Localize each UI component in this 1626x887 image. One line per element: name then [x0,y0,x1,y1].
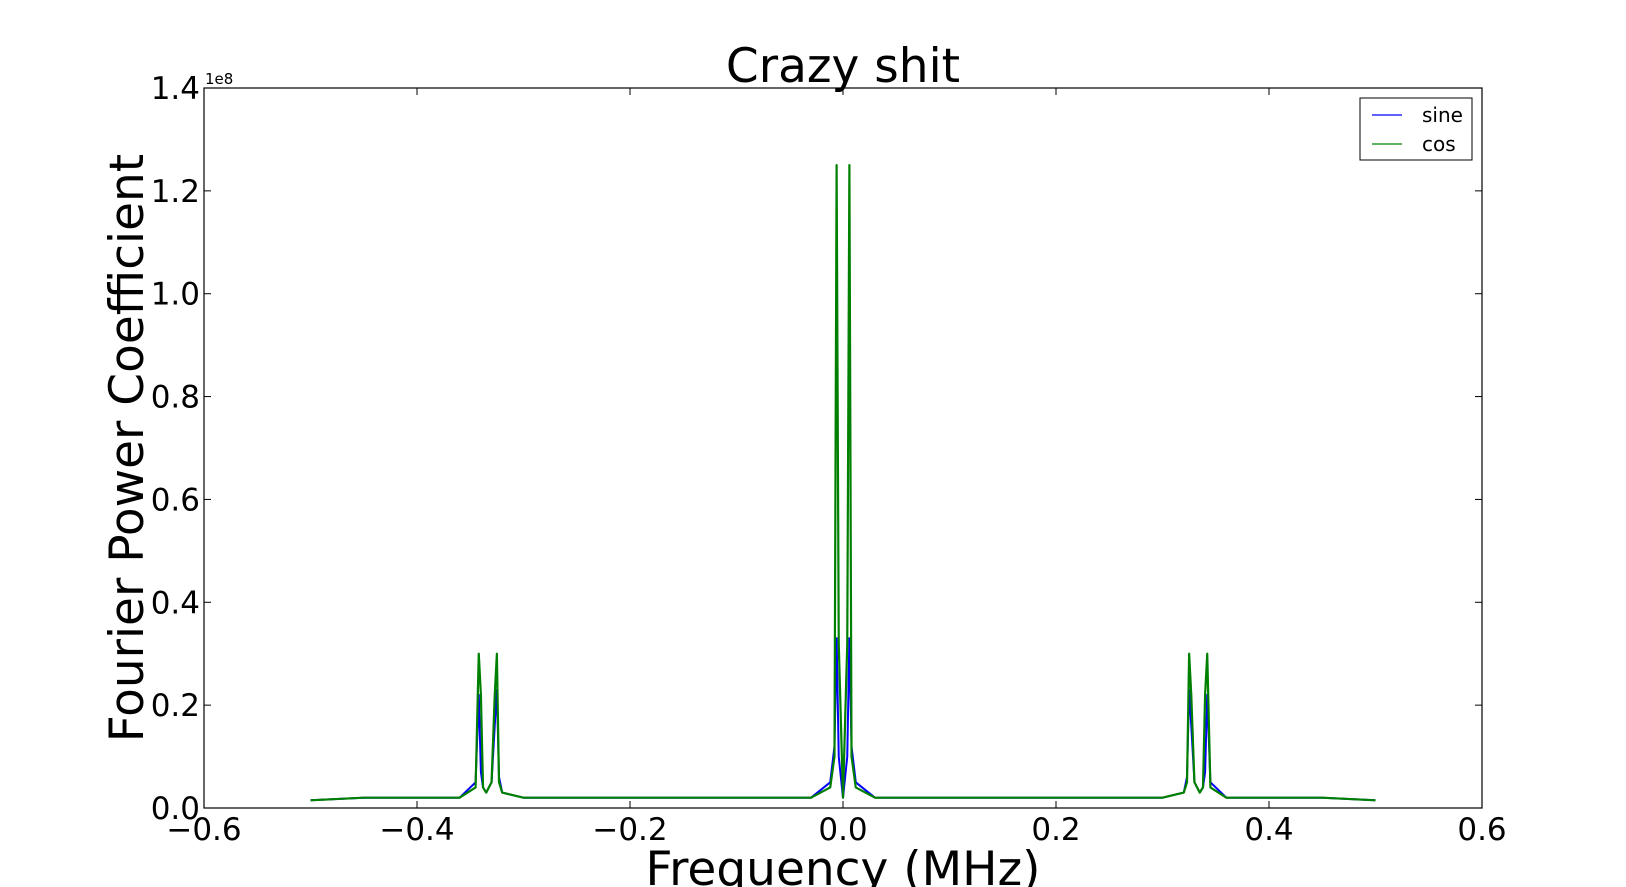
plot-frame [203,87,1483,809]
y-axis-label: Fourier Power Coefficient [100,154,155,742]
series-line-cos [310,164,1376,802]
y-tick-label: 0.2 [151,688,200,724]
x-tick-label: 0.6 [1457,812,1506,848]
legend-sine-label: sine [1422,103,1463,127]
x-tick-label: 0.0 [818,812,867,848]
x-tick-label: 0.2 [1031,812,1080,848]
y-tick-label: 1.2 [151,174,200,210]
y-tick-label: 0.8 [151,380,200,416]
x-tick-label: −0.6 [166,812,241,848]
x-tick-label: −0.4 [379,812,454,848]
series-layer [310,164,1376,802]
ticks-layer: −0.6 −0.4 −0.2 0.0 0.2 0.4 0.6 0.0 0.2 0.4 0.6 0.8 1… [151,71,1507,848]
y-tick-label: 1.4 [151,71,200,107]
y-tick-label: 0.4 [151,585,200,621]
x-axis-label: Frequency (MHz) [646,842,1041,887]
y-tick-label: 0.6 [151,482,200,518]
x-tick-label: 0.4 [1244,812,1293,848]
legend-frame [1359,97,1473,161]
legend: sine cos [1359,97,1473,161]
y-axis-multiplier: 1e8 [205,70,233,88]
y-tick-label: 0.0 [151,791,200,827]
x-tick-label: −0.2 [592,812,667,848]
y-tick-label: 1.0 [151,277,200,313]
legend-cos-label: cos [1422,132,1456,156]
chart-title: Crazy shit [726,39,960,94]
